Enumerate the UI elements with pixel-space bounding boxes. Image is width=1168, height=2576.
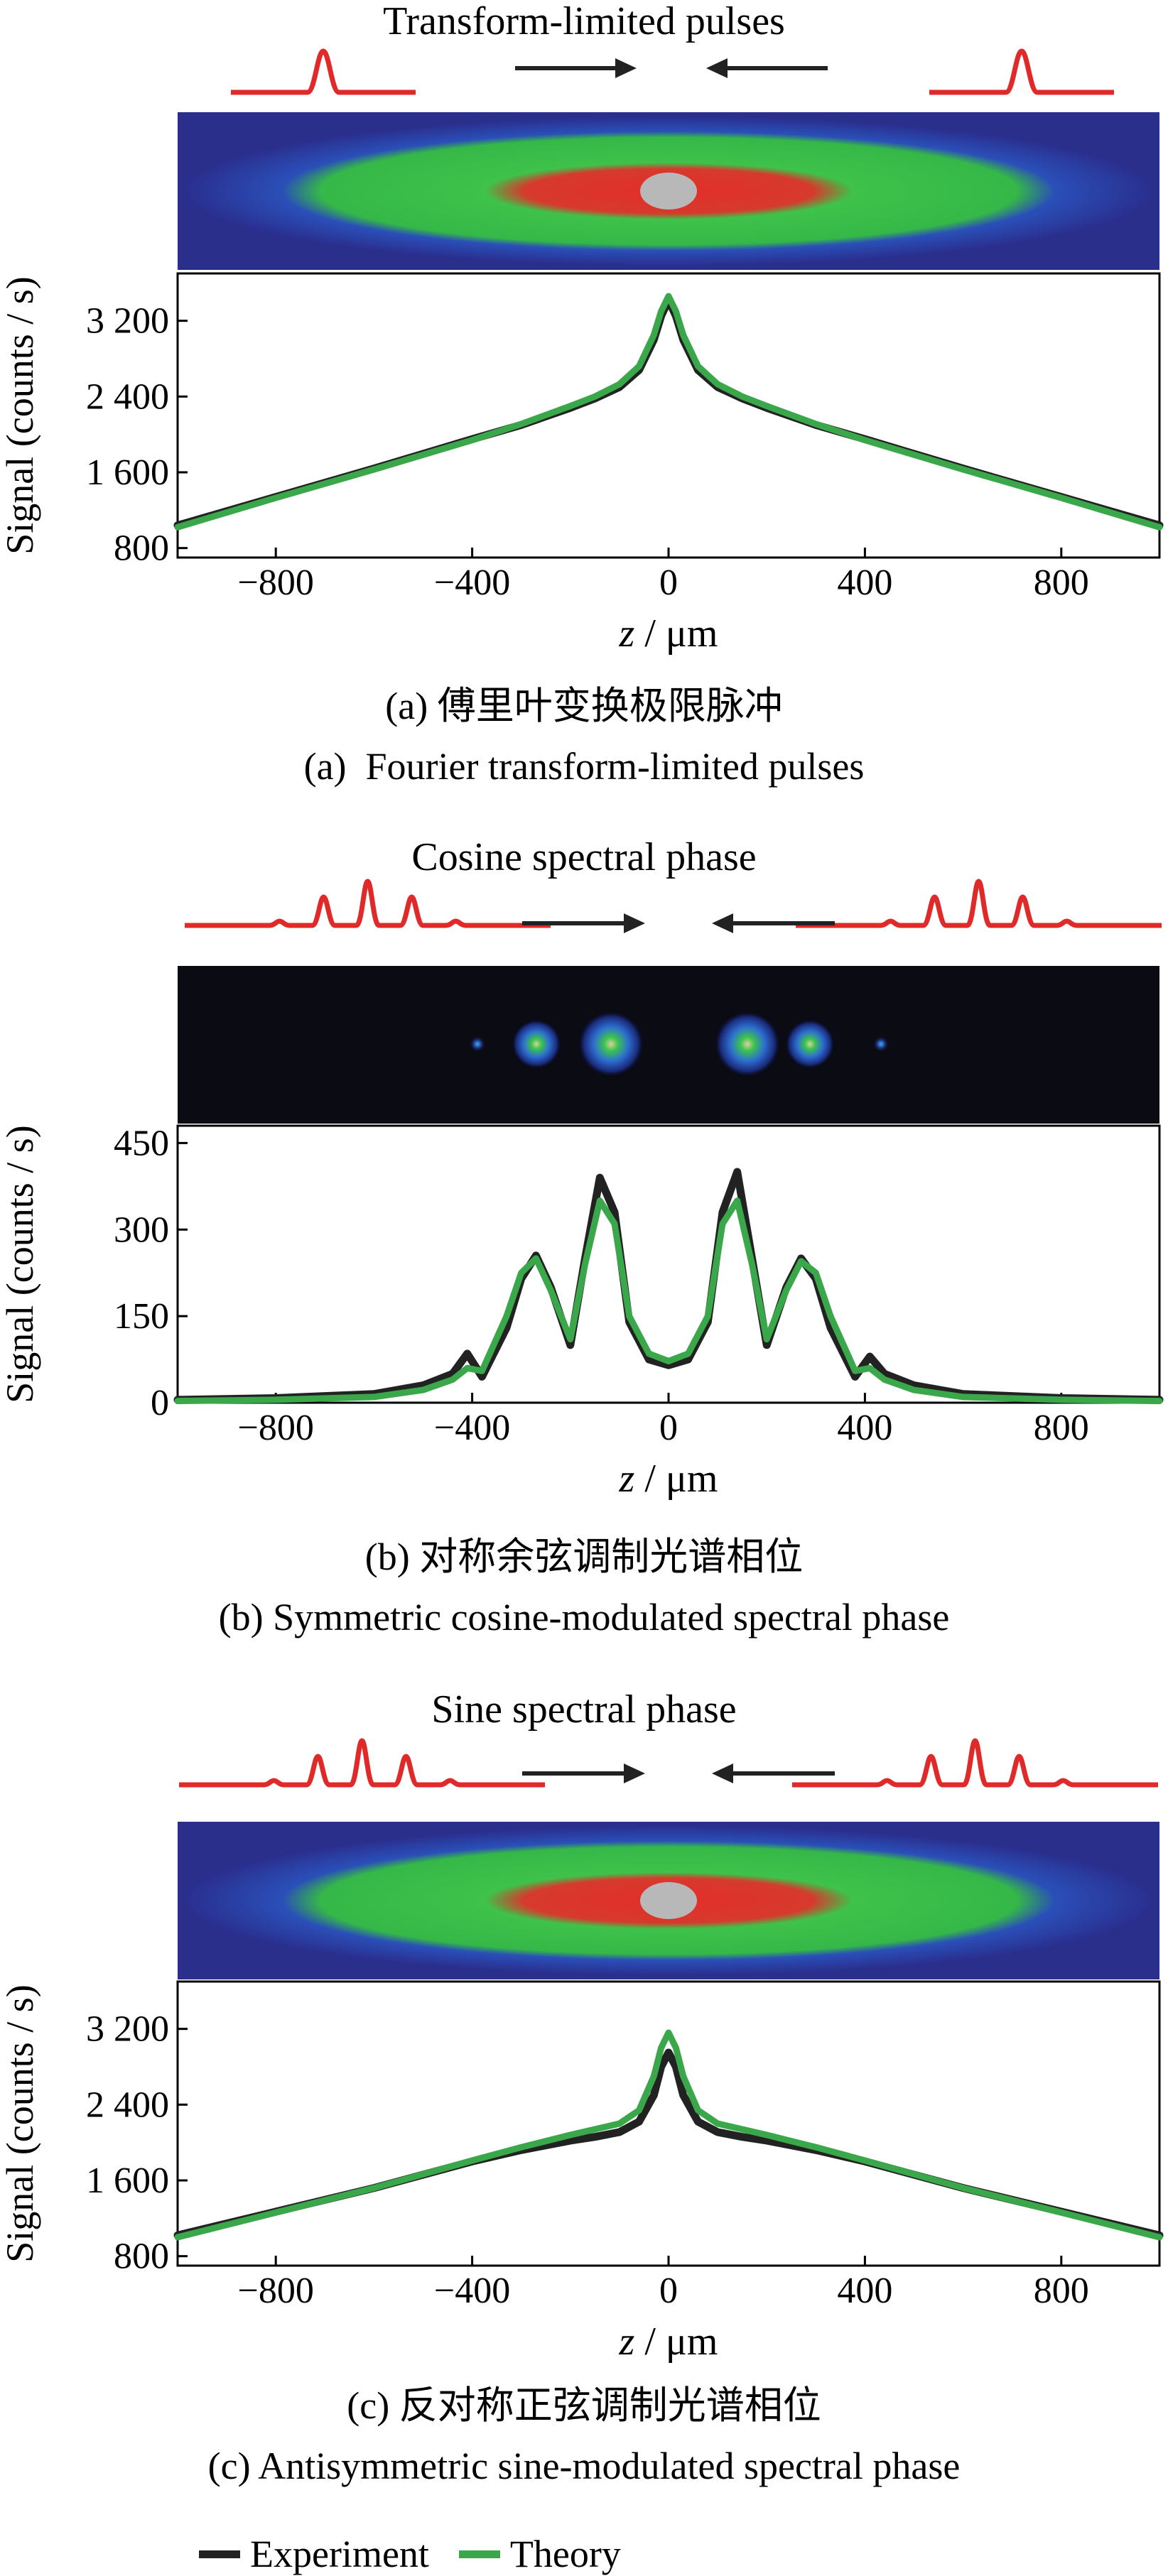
panel-c-pulse-right xyxy=(792,1738,1158,1788)
plot-frame xyxy=(176,1980,1161,2267)
x-axis-label: z / μm xyxy=(619,2320,718,2364)
y-tick-label: 450 xyxy=(114,1123,169,1163)
x-tick-label: −800 xyxy=(238,1408,314,1448)
pulse-envelope xyxy=(796,879,1162,928)
series-theory xyxy=(174,293,1163,531)
panel-a-caption-en: (a) Fourier transform-limited pulses xyxy=(304,745,865,788)
x-tick-label: −400 xyxy=(434,2271,510,2311)
y-tick-label: 300 xyxy=(114,1210,169,1250)
panel-b-top-title: Cosine spectral phase xyxy=(411,835,756,879)
x-axis-label: z / μm xyxy=(619,1457,718,1501)
x-tick-label: 400 xyxy=(837,1408,892,1448)
panel-c-caption-en: (c) Antisymmetric sine-modulated spectra… xyxy=(208,2445,961,2487)
panel-c-pulse-left xyxy=(179,1738,545,1788)
x-tick-label: −400 xyxy=(434,1408,510,1448)
panel-c-fluorescence-image xyxy=(178,1822,1159,1979)
legend-label-theory: Theory xyxy=(509,2533,621,2575)
y-tick-label: 1 600 xyxy=(86,452,169,493)
panel-c-top-title: Sine spectral phase xyxy=(431,1688,736,1732)
series-experiment xyxy=(173,295,1164,530)
panel-c-plot: −800 −400 0 400 800 800 1 600 2 400 3 200 z / μm S… xyxy=(0,1980,1164,2364)
panel-a-pulse-left xyxy=(231,48,416,95)
pulse-envelope xyxy=(929,48,1114,95)
x-tick-label: 800 xyxy=(1034,2271,1089,2311)
panel-b-pulse-left xyxy=(185,879,551,928)
panel-b-caption-en: (b) Symmetric cosine-modulated spectral … xyxy=(219,1596,950,1638)
y-tick-label: 800 xyxy=(114,2237,169,2277)
panel-a-arrow-left xyxy=(706,58,828,78)
y-tick-label: 3 200 xyxy=(86,301,169,342)
series-experiment xyxy=(173,2048,1164,2239)
panel-a-plot: −800 −400 0 400 800 800 1 600 2 400 3 200 z / μm S… xyxy=(0,272,1164,656)
panel-a-pulse-right xyxy=(929,48,1114,95)
y-tick-label: 1 600 xyxy=(86,2161,169,2201)
panel-b-plot: −800 −400 0 400 800 0 150 300 450 z / μm Signal (c… xyxy=(0,1123,1164,1501)
panel-b-arrow-left xyxy=(712,913,835,933)
legend: Experiment Theory xyxy=(199,2532,651,2576)
panel-b-fluorescence-image xyxy=(178,966,1159,1124)
panel-a-arrow-right xyxy=(515,58,637,78)
plot-frame xyxy=(176,272,1161,559)
panel-a-top-title: Transform-limited pulses xyxy=(383,0,785,43)
y-tick-label: 150 xyxy=(114,1296,169,1337)
y-tick-label: 2 400 xyxy=(86,376,169,417)
pulse-envelope xyxy=(231,48,416,95)
x-tick-label: 800 xyxy=(1034,1408,1089,1448)
panel-a-fluorescence-image xyxy=(178,112,1159,270)
legend-swatch-experiment xyxy=(199,2550,240,2558)
legend-swatch-theory xyxy=(458,2550,500,2558)
panel-b-caption-cn: (b) 对称余弦调制光谱相位 xyxy=(365,1536,803,1578)
panel-b: Cosine spectral phase −800 −400 0 400 800 0 15… xyxy=(0,835,1164,1638)
y-tick-label: 2 400 xyxy=(86,2085,169,2125)
panel-c: Sine spectral phase −800 −400 0 400 800 800 1 … xyxy=(0,1688,1164,2487)
series-theory xyxy=(174,1197,1163,1405)
y-tick-label: 0 xyxy=(151,1383,169,1423)
panel-b-pulse-right xyxy=(796,879,1162,928)
x-tick-label: 0 xyxy=(659,1408,678,1448)
panel-b-arrow-right xyxy=(522,913,645,933)
panel-c-caption-cn: (c) 反对称正弦调制光谱相位 xyxy=(347,2384,821,2427)
pulse-envelope xyxy=(792,1738,1158,1788)
x-tick-label: 400 xyxy=(837,563,892,603)
x-tick-label: −400 xyxy=(434,563,510,603)
x-axis-label: z / μm xyxy=(619,612,718,656)
legend-label-experiment: Experiment xyxy=(250,2533,429,2575)
panel-c-arrow-right xyxy=(522,1763,645,1783)
y-tick-label: 3 200 xyxy=(86,2009,169,2050)
x-tick-label: 400 xyxy=(837,2271,892,2311)
legend-item-experiment: Experiment xyxy=(199,2532,429,2576)
x-tick-label: 0 xyxy=(659,2271,678,2311)
panel-a: Transform-limited pulses −800 −400 0 400 800… xyxy=(0,0,1164,788)
panel-c-arrow-left xyxy=(712,1763,835,1783)
y-axis-label: Signal (counts / s) xyxy=(0,276,41,554)
pulse-envelope xyxy=(185,879,551,928)
y-axis-label: Signal (counts / s) xyxy=(0,1984,41,2262)
x-tick-label: 0 xyxy=(659,563,678,603)
legend-item-theory: Theory xyxy=(458,2532,621,2576)
x-tick-label: −800 xyxy=(238,2271,314,2311)
x-tick-label: 800 xyxy=(1034,563,1089,603)
series-experiment xyxy=(173,1168,1164,1404)
series-theory xyxy=(174,2029,1163,2241)
x-tick-label: −800 xyxy=(238,563,314,603)
y-axis-label: Signal (counts / s) xyxy=(0,1125,41,1403)
y-tick-label: 800 xyxy=(114,528,169,569)
panel-a-caption-cn: (a) 傅里叶变换极限脉冲 xyxy=(385,685,782,727)
pulse-envelope xyxy=(179,1738,545,1788)
